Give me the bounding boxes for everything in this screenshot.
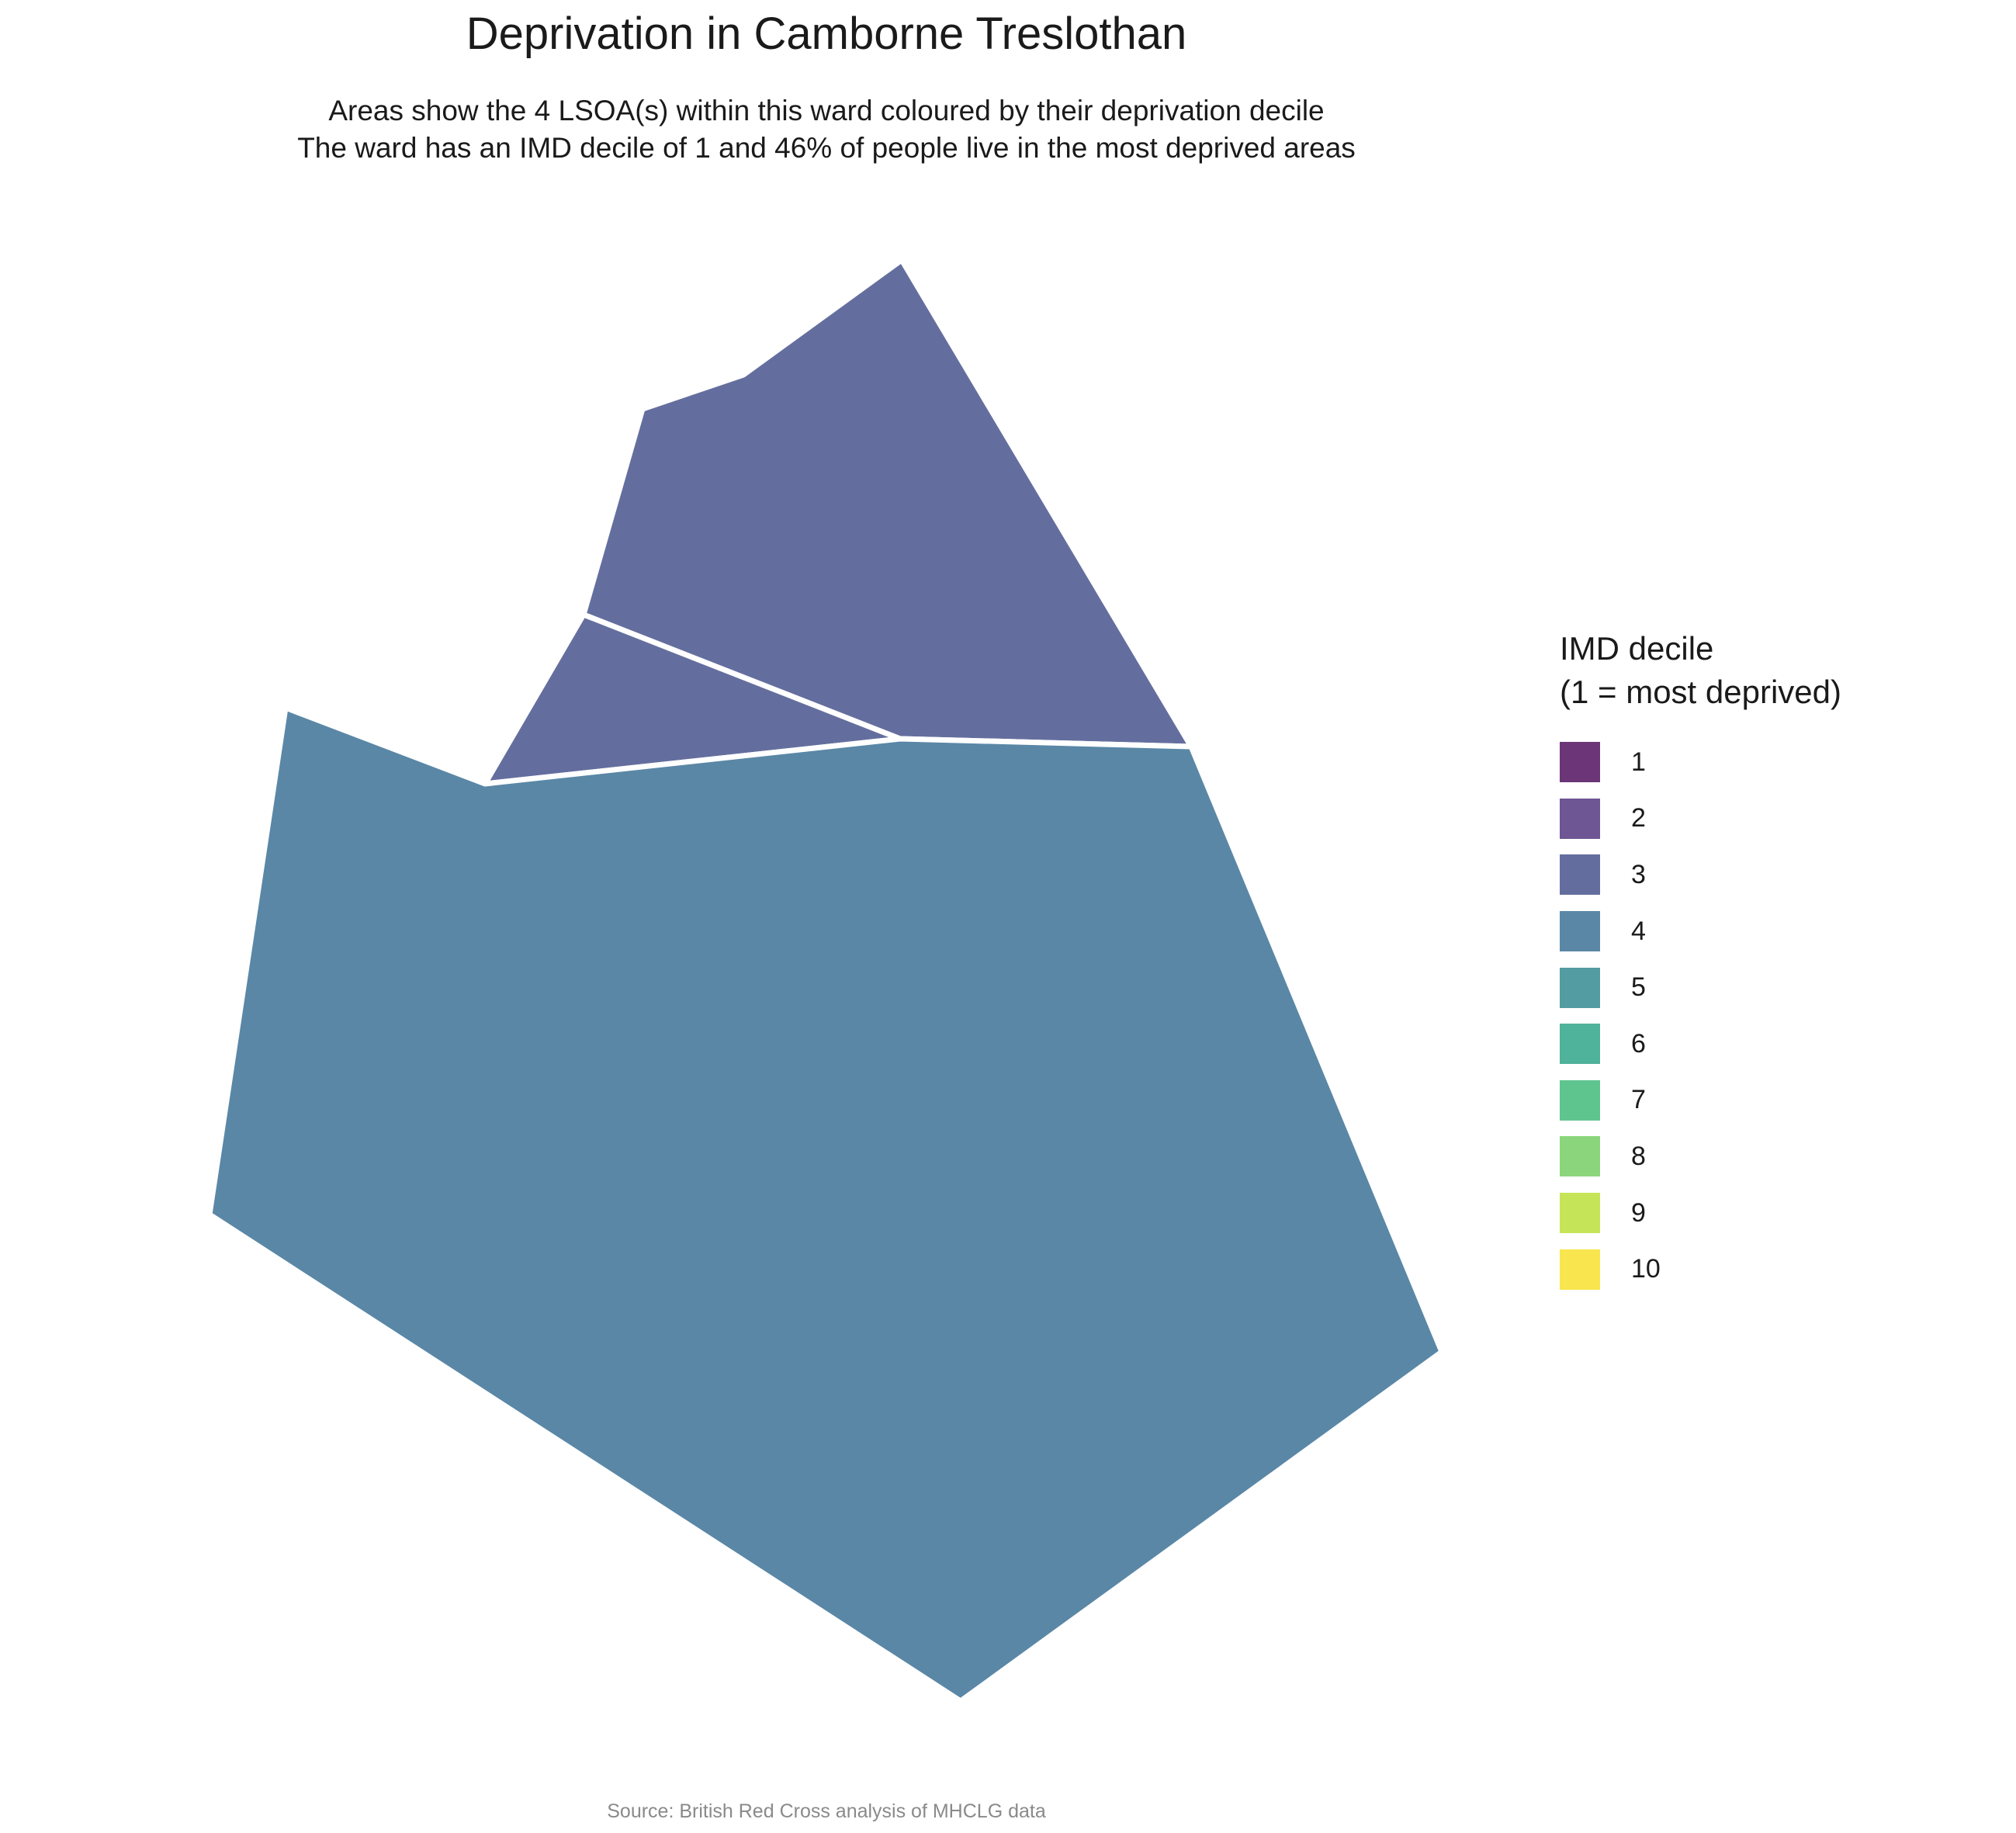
legend-item: 8 [1560,1128,1841,1185]
legend-title-line-2: (1 = most deprived) [1560,674,1841,710]
legend-swatch [1560,798,1600,839]
map-title: Deprivation in Camborne Treslothan [466,9,1187,59]
legend-title: IMD decile (1 = most deprived) [1560,627,1841,714]
legend-label: 1 [1631,747,1646,777]
legend-item: 7 [1560,1072,1841,1129]
legend-label: 7 [1631,1085,1646,1115]
subtitle-line-1: Areas show the 4 LSOA(s) within this war… [328,95,1325,126]
legend-items: 1 2 3 4 5 6 7 8 9 10 [1560,734,1841,1298]
legend-item: 9 [1560,1185,1841,1242]
legend-label: 3 [1631,859,1646,889]
legend-label: 5 [1631,972,1646,1003]
legend-swatch [1560,1024,1600,1065]
legend-swatch [1560,1136,1600,1177]
legend-swatch [1560,911,1600,952]
legend-item: 2 [1560,791,1841,847]
legend-item: 1 [1560,734,1841,791]
legend-item: 5 [1560,959,1841,1016]
legend-swatch [1560,1079,1600,1121]
legend-swatch [1560,1249,1600,1290]
legend-label: 2 [1631,803,1646,833]
legend-label: 4 [1631,916,1646,946]
legend-label: 6 [1631,1028,1646,1059]
subtitle-line-2: The ward has an IMD decile of 1 and 46% … [297,132,1356,164]
source-note: Source: British Red Cross analysis of MH… [607,1800,1046,1822]
legend-swatch [1560,742,1600,783]
legend-item: 10 [1560,1241,1841,1298]
legend-title-line-1: IMD decile [1560,630,1714,667]
legend-swatch [1560,1193,1600,1234]
legend: IMD decile (1 = most deprived) 1 2 3 4 5 6 7 8 9… [1560,627,1841,1298]
lsoa-area-south[interactable] [206,705,1445,1704]
legend-label: 10 [1631,1254,1661,1284]
legend-item: 4 [1560,903,1841,960]
legend-swatch [1560,967,1600,1008]
legend-label: 8 [1631,1141,1646,1171]
legend-item: 3 [1560,847,1841,903]
legend-label: 9 [1631,1197,1646,1228]
legend-swatch [1560,854,1600,896]
legend-item: 6 [1560,1016,1841,1072]
